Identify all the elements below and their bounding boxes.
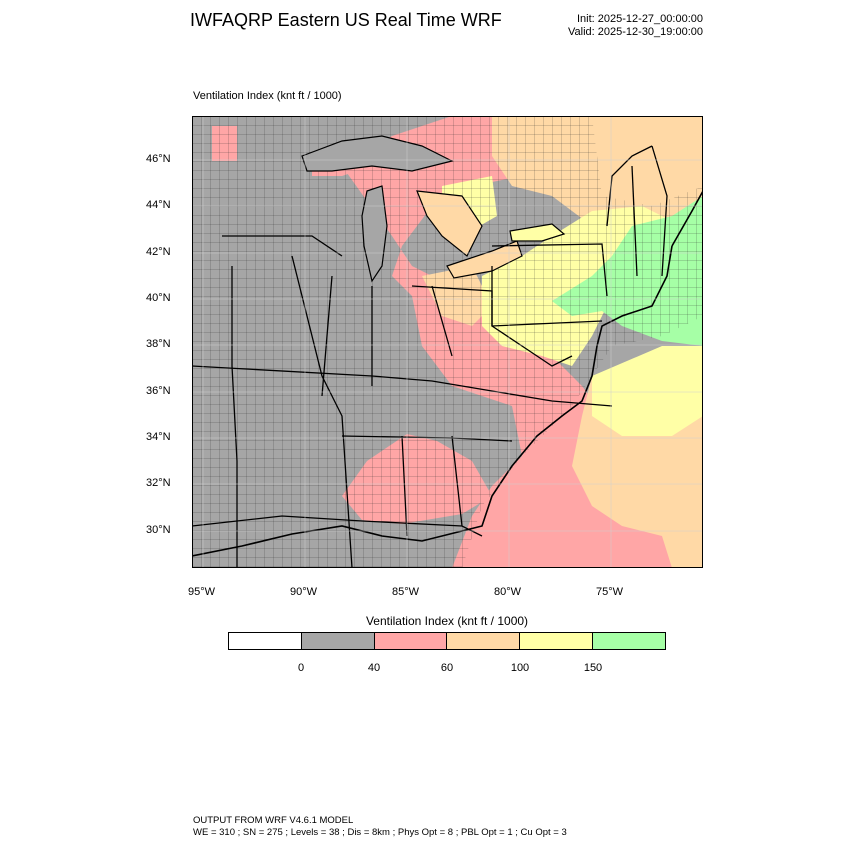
lon-label: 90°W: [290, 586, 318, 598]
field-100-150-atlantic: [592, 346, 703, 436]
valid-time: Valid: 2025-12-30_19:00:00: [568, 26, 703, 38]
lat-label: 32°N: [146, 477, 171, 489]
model-options: WE = 310 ; SN = 275 ; Levels = 38 ; Dis …: [193, 827, 567, 838]
model-version: OUTPUT FROM WRF V4.6.1 MODEL: [193, 815, 354, 826]
lat-label: 30°N: [146, 524, 171, 536]
lon-label: 85°W: [392, 586, 420, 598]
colorbar-label: 40: [367, 662, 381, 674]
graticule: [192, 116, 703, 568]
lon-label: 80°W: [494, 586, 522, 598]
ventilation-index-map: [192, 116, 703, 568]
model-info: OUTPUT FROM WRF V4.6.1 MODEL WE = 310 ; …: [193, 815, 567, 839]
colorbar-swatch: [301, 633, 375, 649]
colorbar-swatch: [229, 633, 302, 649]
lat-label: 42°N: [146, 246, 171, 258]
lat-label: 34°N: [146, 431, 171, 443]
colorbar-swatch: [520, 633, 594, 649]
lake-erie: [446, 240, 523, 279]
lat-label: 46°N: [146, 153, 171, 165]
coastlines: [192, 190, 703, 557]
lat-label: 36°N: [146, 385, 171, 397]
lake-huron: [416, 190, 483, 257]
lake-superior: [301, 135, 454, 172]
lat-label: 44°N: [146, 199, 171, 211]
plot-title: Ventilation Index (knt ft / 1000): [193, 90, 342, 102]
lat-label: 40°N: [146, 292, 171, 304]
lat-label: 38°N: [146, 338, 171, 350]
state-borders: [192, 145, 668, 568]
forecast-times: Init: 2025-12-27_00:00:00 Valid: 2025-12…: [520, 13, 703, 39]
lake-michigan: [361, 185, 388, 283]
lon-label: 75°W: [596, 586, 624, 598]
colorbar-label: 0: [297, 662, 305, 674]
colorbar-swatch: [447, 633, 521, 649]
colorbar-label: 100: [510, 662, 530, 674]
colorbar-title: Ventilation Index (knt ft / 1000): [365, 614, 529, 628]
figure-title: IWFAQRP Eastern US Real Time WRF: [190, 10, 502, 30]
init-time: Init: 2025-12-27_00:00:00: [577, 13, 703, 25]
colorbar-swatch: [374, 633, 448, 649]
colorbar-label: 150: [583, 662, 603, 674]
colorbar-swatch: [593, 633, 665, 649]
colorbar: [228, 632, 666, 650]
lon-label: 95°W: [188, 586, 216, 598]
colorbar-label: 60: [440, 662, 454, 674]
lake-ontario: [509, 223, 566, 242]
